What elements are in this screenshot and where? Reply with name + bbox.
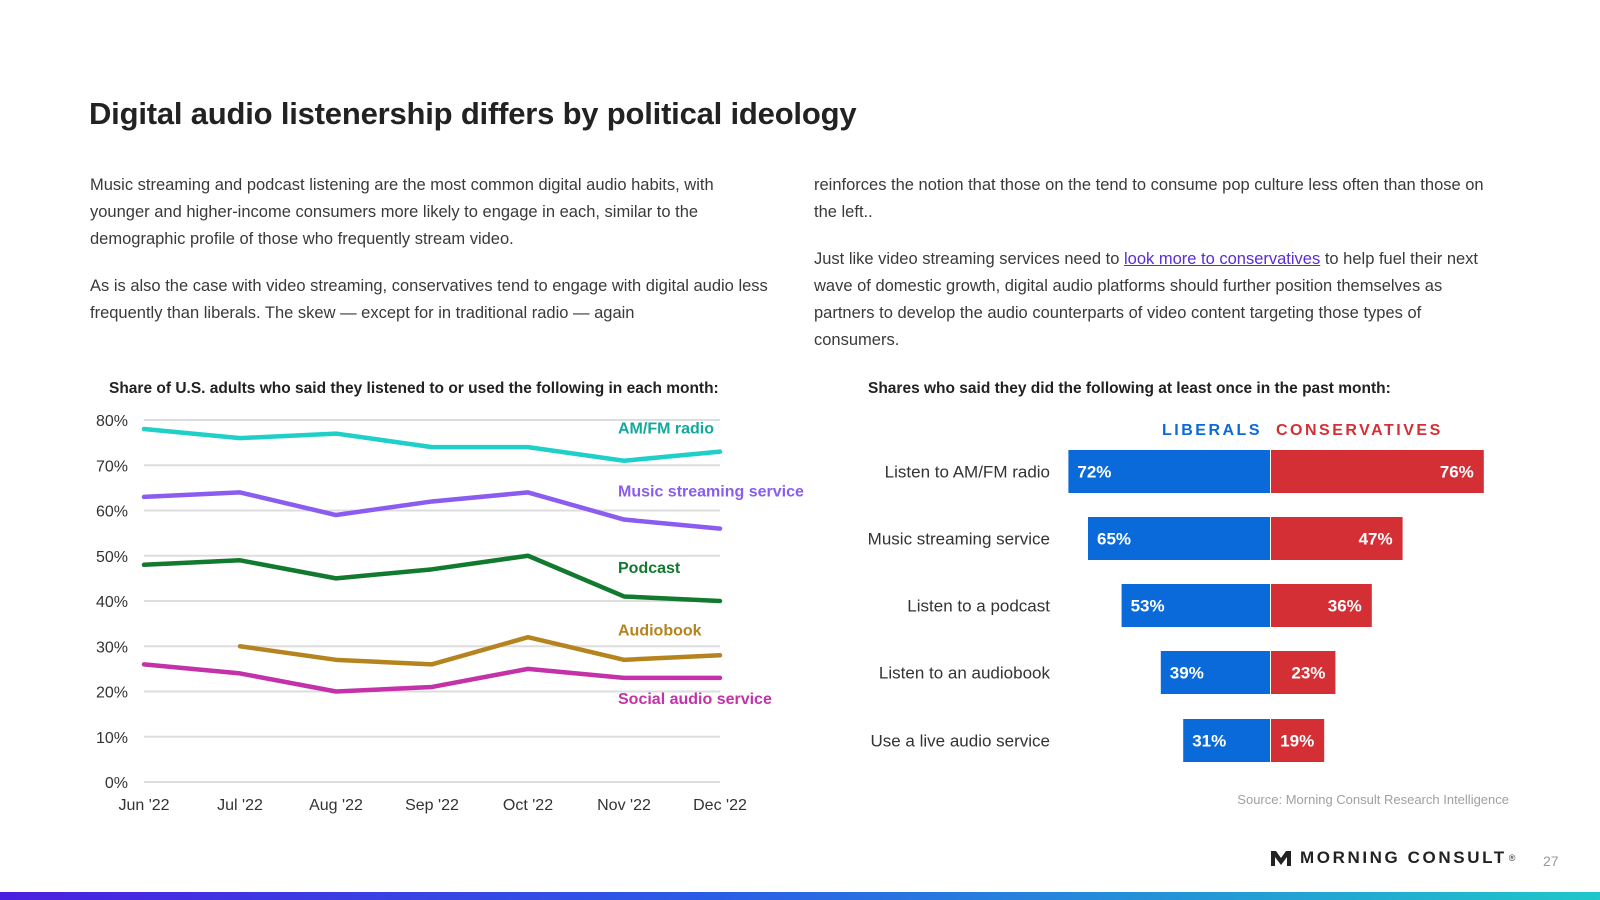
liberal-value-label: 65% (1097, 530, 1131, 549)
conservative-value-label: 23% (1291, 664, 1325, 683)
logo-mark-icon (1271, 851, 1291, 866)
paragraph-3: reinforces the notion that those on the … (814, 176, 1484, 221)
conservative-bar (1271, 450, 1484, 493)
paragraph-4-end: to help fuel their next wave of domestic… (814, 250, 1479, 349)
series-label: Audiobook (618, 622, 702, 639)
category-label: Listen to AM/FM radio (885, 463, 1050, 482)
page-number: 27 (1543, 853, 1559, 869)
series-line (141, 426, 723, 463)
legend-liberals: LIBERALS (1162, 422, 1262, 439)
category-label: Listen to a podcast (907, 597, 1050, 616)
conservative-value-label: 36% (1328, 597, 1362, 616)
series-label: Music streaming service (618, 484, 804, 501)
bar-chart-title: Shares who said they did the following a… (868, 380, 1391, 397)
y-tick-label: 10% (96, 730, 128, 747)
y-tick-label: 30% (96, 639, 128, 656)
paragraph-4: Just like video streaming services need … (814, 246, 1504, 354)
y-tick-label: 70% (96, 458, 128, 475)
line-chart: 0% 10% 20% 30% 40% 50% 60% 70% 80% Jun '22 Jul '22… (96, 413, 804, 814)
liberal-bar (1088, 517, 1270, 560)
bar-chart: LIBERALS CONSERVATIVES Listen to AM/FM rad… (868, 422, 1484, 762)
conservative-value-label: 47% (1359, 530, 1393, 549)
bottom-accent-bar (0, 892, 1600, 900)
logo-text: MORNING CONSULT (1300, 848, 1507, 867)
series-line (141, 553, 723, 604)
y-tick-label: 20% (96, 685, 128, 702)
liberal-bar (1183, 719, 1270, 762)
x-tick-label: Dec '22 (693, 797, 747, 814)
liberal-bar (1068, 450, 1270, 493)
series-label: AM/FM radio (618, 421, 714, 438)
series-line (141, 662, 723, 694)
paragraph-2: As is also the case with video streaming… (90, 277, 768, 322)
y-tick-label: 0% (105, 775, 128, 792)
liberal-value-label: 31% (1192, 732, 1226, 751)
y-tick-label: 60% (96, 504, 128, 521)
liberal-bar (1121, 584, 1270, 627)
conservative-value-label: 19% (1280, 732, 1314, 751)
category-label: Listen to an audiobook (879, 664, 1051, 683)
series-label: Social audio service (618, 691, 772, 708)
registered-mark: ® (1508, 853, 1516, 863)
text-column-left: Music streaming and podcast listening ar… (90, 172, 770, 347)
x-tick-label: Jul '22 (217, 797, 263, 814)
liberal-value-label: 53% (1131, 597, 1165, 616)
conservative-bar (1271, 517, 1403, 560)
y-tick-label: 50% (96, 549, 128, 566)
paragraph-1: Music streaming and podcast listening ar… (90, 176, 714, 248)
liberal-value-label: 39% (1170, 664, 1204, 683)
y-tick-label: 80% (96, 413, 128, 430)
source-note: Source: Morning Consult Research Intelli… (1237, 792, 1509, 807)
conservative-value-label: 76% (1440, 463, 1474, 482)
category-label: Use a live audio service (870, 732, 1050, 751)
series-label: Podcast (618, 560, 681, 577)
series-line (237, 634, 723, 667)
page-title: Digital audio listenership differs by po… (89, 96, 857, 131)
conservative-bar (1271, 719, 1325, 762)
morning-consult-logo: MORNING CONSULT ® (1270, 848, 1515, 868)
x-tick-label: Aug '22 (309, 797, 363, 814)
x-tick-label: Sep '22 (405, 797, 459, 814)
conservative-bar (1271, 651, 1336, 694)
paragraph-4-start: Just like video streaming services need … (814, 250, 1124, 268)
liberal-bar (1160, 651, 1270, 694)
series-line (141, 490, 723, 531)
liberal-value-label: 72% (1077, 463, 1111, 482)
x-tick-label: Jun '22 (118, 797, 169, 814)
conservatives-link[interactable]: look more to conservatives (1123, 250, 1321, 268)
x-tick-label: Nov '22 (597, 797, 651, 814)
x-tick-label: Oct '22 (503, 797, 553, 814)
text-column-right: reinforces the notion that those on the … (814, 172, 1504, 374)
y-tick-label: 40% (96, 594, 128, 611)
conservative-bar (1271, 584, 1372, 627)
category-label: Music streaming service (868, 530, 1050, 549)
legend-conservatives: CONSERVATIVES (1276, 422, 1443, 439)
line-chart-title: Share of U.S. adults who said they liste… (109, 380, 719, 397)
